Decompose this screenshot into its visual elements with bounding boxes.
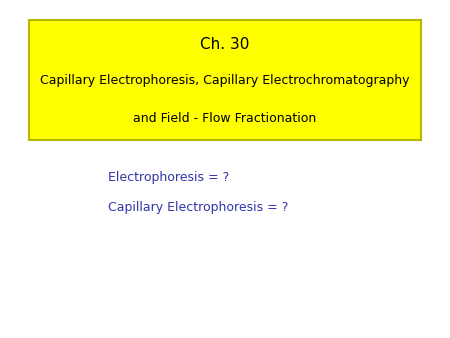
FancyBboxPatch shape xyxy=(29,20,421,140)
Text: Electrophoresis = ?: Electrophoresis = ? xyxy=(108,171,229,184)
Text: Capillary Electrophoresis, Capillary Electrochromatography: Capillary Electrophoresis, Capillary Ele… xyxy=(40,74,410,87)
Text: Ch. 30: Ch. 30 xyxy=(200,37,250,52)
Text: and Field - Flow Fractionation: and Field - Flow Fractionation xyxy=(133,112,317,125)
Text: Capillary Electrophoresis = ?: Capillary Electrophoresis = ? xyxy=(108,201,288,214)
